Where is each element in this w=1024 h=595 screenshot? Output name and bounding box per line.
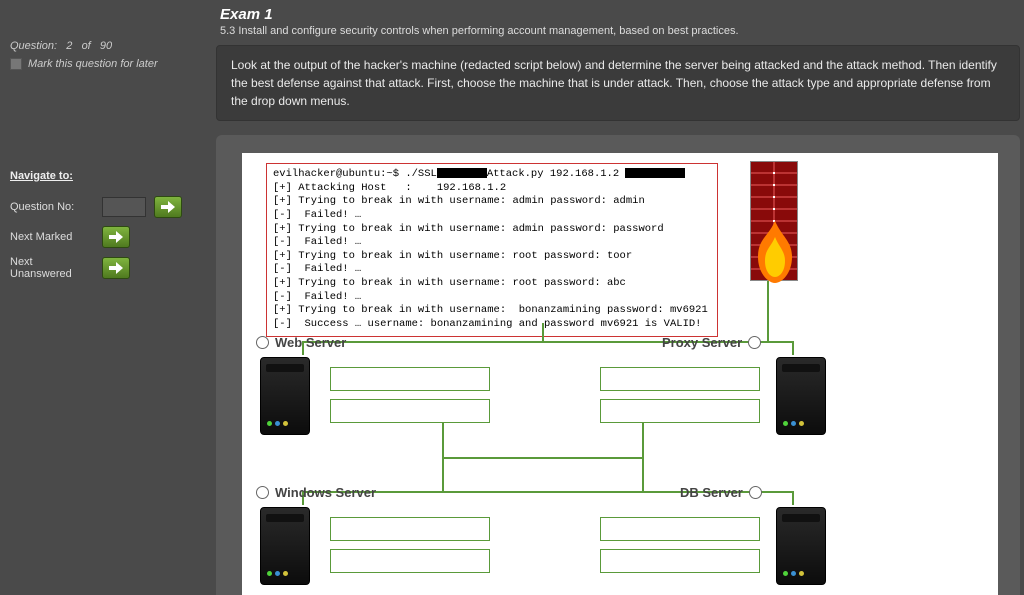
exam-objective: 5.3 Install and configure security contr… — [216, 25, 1024, 45]
go-to-question-button[interactable] — [154, 196, 182, 218]
next-marked-label: Next Marked — [10, 231, 94, 243]
windows-server-option[interactable]: Windows Server — [256, 485, 376, 500]
terminal-output: evilhacker@ubuntu:~$ ./SSLAttack.py 192.… — [266, 163, 718, 337]
web-server-option[interactable]: Web Server — [256, 335, 346, 350]
windows-defense-dropdown[interactable] — [330, 549, 490, 573]
db-server-option[interactable]: DB Server — [680, 485, 762, 500]
windows-server-icon — [260, 507, 310, 585]
arrow-right-icon — [109, 262, 123, 274]
mark-checkbox[interactable] — [10, 58, 22, 70]
radio-windows[interactable] — [256, 486, 269, 499]
proxy-server-option[interactable]: Proxy Server — [662, 335, 761, 350]
exam-title: Exam 1 — [216, 0, 1024, 25]
next-marked-button[interactable] — [102, 226, 130, 248]
arrow-right-icon — [109, 231, 123, 243]
web-server-icon — [260, 357, 310, 435]
question-number-input[interactable] — [102, 197, 146, 217]
question-counter: Question: 2 of 90 — [10, 0, 206, 58]
simulation-canvas: evilhacker@ubuntu:~$ ./SSLAttack.py 192.… — [242, 153, 998, 595]
mark-label: Mark this question for later — [28, 58, 158, 70]
next-unanswered-button[interactable] — [102, 257, 130, 279]
windows-attack-dropdown[interactable] — [330, 517, 490, 541]
flame-icon — [740, 217, 810, 287]
db-defense-dropdown[interactable] — [600, 549, 760, 573]
arrow-right-icon — [161, 201, 175, 213]
radio-db[interactable] — [749, 486, 762, 499]
radio-proxy[interactable] — [748, 336, 761, 349]
proxy-server-icon — [776, 357, 826, 435]
proxy-defense-dropdown[interactable] — [600, 399, 760, 423]
web-defense-dropdown[interactable] — [330, 399, 490, 423]
navigate-title: Navigate to: — [10, 170, 206, 192]
proxy-attack-dropdown[interactable] — [600, 367, 760, 391]
radio-web[interactable] — [256, 336, 269, 349]
db-attack-dropdown[interactable] — [600, 517, 760, 541]
simulation-panel: evilhacker@ubuntu:~$ ./SSLAttack.py 192.… — [216, 135, 1020, 595]
question-text: Look at the output of the hacker's machi… — [216, 45, 1020, 121]
next-unanswered-label: Next Unanswered — [10, 256, 94, 280]
qno-label: Question No: — [10, 201, 94, 213]
web-attack-dropdown[interactable] — [330, 367, 490, 391]
firewall-icon — [750, 161, 798, 281]
db-server-icon — [776, 507, 826, 585]
